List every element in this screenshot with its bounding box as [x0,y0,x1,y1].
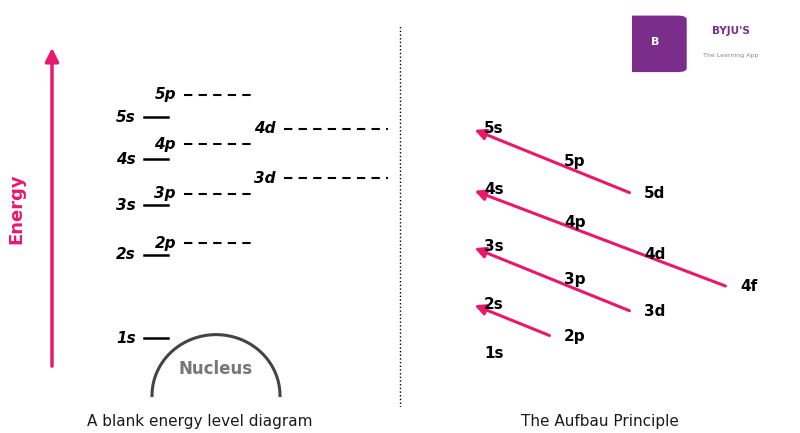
Text: 1s: 1s [484,346,503,361]
Text: Energy: Energy [7,174,25,244]
Text: 5s: 5s [484,121,504,136]
Text: 4d: 4d [254,121,276,136]
Text: B: B [650,37,659,47]
Text: 5p: 5p [564,154,586,169]
Text: 4p: 4p [564,215,586,230]
Text: The Learning App: The Learning App [703,53,758,58]
Text: 3d: 3d [254,171,276,186]
Text: 2p: 2p [564,329,586,344]
Text: 2s: 2s [484,297,504,312]
Text: 5d: 5d [644,186,666,201]
Text: 3d: 3d [644,304,666,319]
Text: 2s: 2s [116,247,136,262]
Text: 4s: 4s [484,182,504,197]
Text: 4f: 4f [740,279,758,294]
FancyBboxPatch shape [623,16,686,72]
Text: 4d: 4d [644,247,666,262]
Text: 4s: 4s [116,152,136,167]
Text: The Aufbau Principle: The Aufbau Principle [521,414,679,429]
Text: 4p: 4p [154,136,176,152]
Text: 3p: 3p [564,272,586,287]
Text: 2p: 2p [154,236,176,251]
Text: 5p: 5p [154,87,176,102]
Text: BYJU'S: BYJU'S [712,26,750,36]
Text: A blank energy level diagram: A blank energy level diagram [87,414,313,429]
Text: 1s: 1s [116,331,136,346]
Text: 3p: 3p [154,186,176,201]
Text: 3s: 3s [484,239,504,255]
Text: 5s: 5s [116,110,136,125]
Text: 3s: 3s [116,197,136,213]
Text: Nucleus: Nucleus [179,360,253,378]
